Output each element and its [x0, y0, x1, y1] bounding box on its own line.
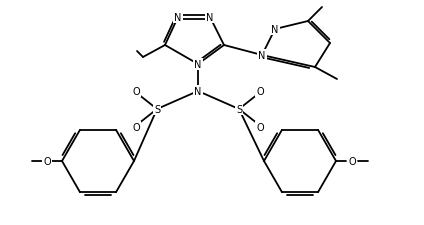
Text: N: N	[206, 13, 214, 23]
Text: O: O	[256, 87, 264, 97]
Text: N: N	[271, 25, 279, 35]
Text: N: N	[174, 13, 182, 23]
Text: O: O	[43, 156, 51, 166]
Text: S: S	[236, 105, 242, 115]
Text: O: O	[132, 87, 140, 97]
Text: N: N	[194, 60, 202, 70]
Text: O: O	[256, 122, 264, 132]
Text: S: S	[154, 105, 160, 115]
Text: O: O	[132, 122, 140, 132]
Text: N: N	[194, 87, 202, 97]
Text: N: N	[258, 51, 266, 61]
Text: O: O	[348, 156, 356, 166]
